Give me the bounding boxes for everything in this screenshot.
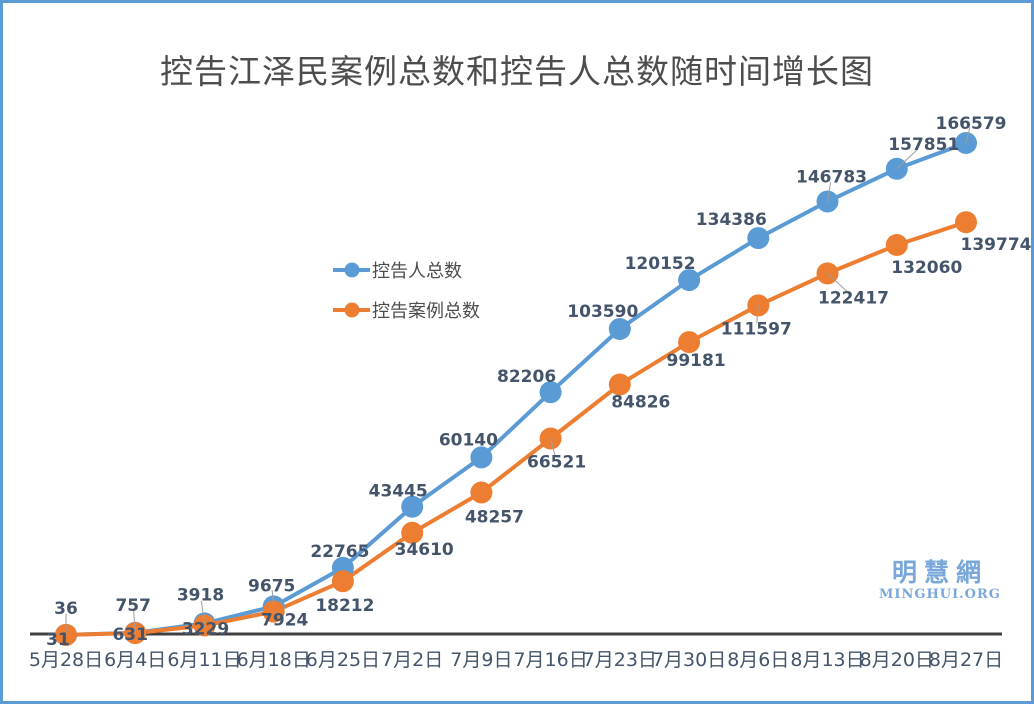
label-leader-line <box>203 625 206 628</box>
data-label: 99181 <box>667 351 726 371</box>
data-point <box>401 495 424 518</box>
x-axis-label: 6月4日 <box>104 649 166 671</box>
data-label: 9675 <box>248 576 295 596</box>
legend-marker-orange-icon <box>333 302 370 318</box>
label-leader-line <box>273 611 283 619</box>
data-point <box>885 234 908 256</box>
data-point <box>539 381 562 404</box>
x-axis-label: 6月11日 <box>167 649 241 671</box>
data-point <box>608 373 631 396</box>
data-label: 48257 <box>465 508 524 528</box>
watermark-cjk-text: 明慧網 <box>891 558 988 587</box>
data-label: 7924 <box>261 611 308 631</box>
x-axis-label: 7月16日 <box>513 649 587 671</box>
x-axis-label: 6月25日 <box>306 649 380 671</box>
data-label: 22765 <box>310 542 369 562</box>
watermark-latin-text: MINGHUI.ORG <box>879 586 1001 602</box>
label-leader-line <box>756 305 759 324</box>
data-point <box>55 623 77 646</box>
data-label: 66521 <box>527 453 586 473</box>
data-label: 139774 <box>961 235 1031 255</box>
data-label: 120152 <box>625 254 696 274</box>
data-label: 122417 <box>818 288 889 308</box>
x-axis-label: 7月23日 <box>583 649 657 671</box>
label-leader-line <box>550 438 556 457</box>
chart-title: 控告江泽民案例总数和控告人总数随时间增长图 <box>160 52 874 91</box>
series-line-1 <box>65 220 967 637</box>
data-point <box>816 190 839 213</box>
x-axis-label: 8月27日 <box>929 649 1003 671</box>
minghui-watermark: 明慧網 MINGHUI.ORG <box>879 558 1001 603</box>
data-label: 103590 <box>567 302 638 322</box>
legend-label: 控告人总数 <box>372 261 462 282</box>
label-leader-line <box>200 600 205 624</box>
x-axis-label: 7月30日 <box>652 649 726 671</box>
data-label: 134386 <box>696 210 767 230</box>
data-label: 34610 <box>395 540 454 560</box>
x-axis-label: 5月28日 <box>29 649 103 671</box>
data-label: 60140 <box>439 430 498 450</box>
data-label: 18212 <box>315 596 374 616</box>
data-label: 146783 <box>796 168 867 188</box>
x-axis-label: 7月2日 <box>381 649 443 671</box>
data-point <box>470 446 493 469</box>
x-axis-label: 8月20日 <box>860 649 934 671</box>
legend-item-plaintiff-total: 控告人总数 <box>333 255 480 285</box>
data-point <box>539 427 562 450</box>
label-leader-line <box>827 273 849 293</box>
data-label: 132060 <box>891 258 962 278</box>
x-axis-label: 8月6日 <box>727 649 789 671</box>
data-point <box>401 521 424 544</box>
data-label: 3918 <box>177 585 224 605</box>
x-axis-label: 8月13日 <box>790 649 864 671</box>
data-point <box>678 269 701 292</box>
x-axis-label: 6月18日 <box>237 649 311 671</box>
data-label: 631 <box>112 625 148 645</box>
label-leader-line <box>827 181 832 202</box>
data-point <box>608 318 631 340</box>
data-label: 84826 <box>611 393 670 413</box>
legend: 控告人总数 控告案例总数 <box>333 255 480 335</box>
label-leader-line <box>965 127 971 144</box>
data-label: 757 <box>115 596 151 616</box>
label-leader-line <box>271 589 275 607</box>
data-point <box>678 331 701 354</box>
label-leader-line <box>896 148 919 170</box>
data-point <box>747 227 770 250</box>
data-point <box>331 570 354 593</box>
data-label: 43445 <box>369 482 428 502</box>
data-label: 157851 <box>888 135 959 155</box>
legend-marker-blue-icon <box>333 262 370 278</box>
data-label: 166579 <box>936 114 1007 134</box>
label-leader-line <box>133 610 136 633</box>
data-label: 82206 <box>497 367 556 387</box>
data-label: 3229 <box>182 620 229 640</box>
data-point <box>124 622 147 645</box>
data-label: 111597 <box>721 319 792 339</box>
data-label: 36 <box>54 599 78 619</box>
data-point <box>955 211 977 234</box>
growth-line-chart: 36 757 3918 9675 22765 43445 60140 82206 103590 1… <box>29 114 1031 671</box>
legend-item-case-total: 控告案例总数 <box>333 295 480 325</box>
x-axis-label: 7月9日 <box>450 649 512 671</box>
legend-label: 控告案例总数 <box>372 301 480 322</box>
data-label: 31 <box>46 630 70 650</box>
data-point <box>470 481 493 504</box>
series-line-0 <box>65 141 967 637</box>
